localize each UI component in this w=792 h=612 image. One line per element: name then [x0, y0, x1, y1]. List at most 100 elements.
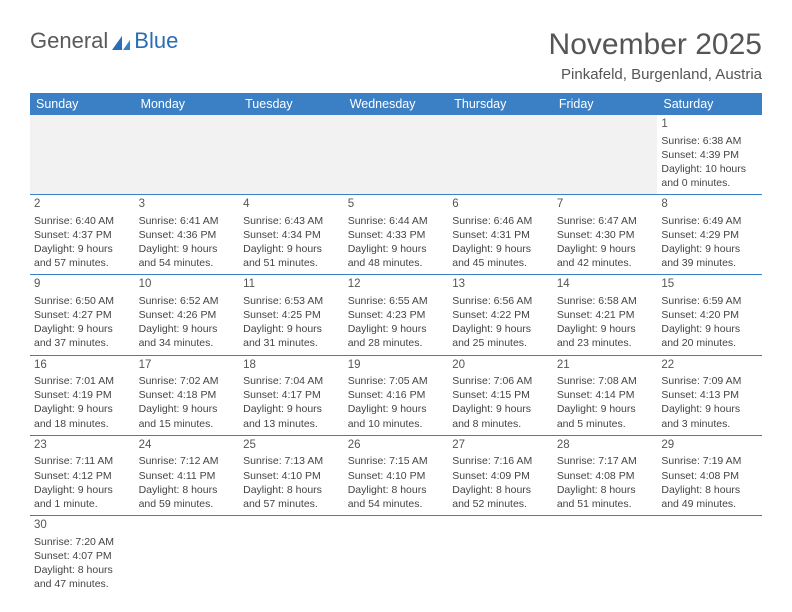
daylight-text-2: and 15 minutes.	[139, 417, 234, 431]
day-number: 13	[452, 277, 547, 293]
sunset-text: Sunset: 4:37 PM	[34, 228, 129, 242]
calendar-row: 1Sunrise: 6:38 AMSunset: 4:39 PMDaylight…	[30, 115, 762, 195]
day-number: 30	[34, 518, 129, 534]
day-cell: 1Sunrise: 6:38 AMSunset: 4:39 PMDaylight…	[657, 115, 762, 195]
daylight-text-1: Daylight: 9 hours	[139, 242, 234, 256]
sunrise-text: Sunrise: 7:20 AM	[34, 535, 129, 549]
sunset-text: Sunset: 4:22 PM	[452, 308, 547, 322]
day-cell: 21Sunrise: 7:08 AMSunset: 4:14 PMDayligh…	[553, 355, 658, 435]
day-cell: 11Sunrise: 6:53 AMSunset: 4:25 PMDayligh…	[239, 275, 344, 355]
sunrise-text: Sunrise: 6:46 AM	[452, 214, 547, 228]
sunrise-text: Sunrise: 7:19 AM	[661, 454, 756, 468]
daylight-text-2: and 51 minutes.	[557, 497, 652, 511]
daylight-text-2: and 0 minutes.	[661, 176, 756, 190]
daylight-text-1: Daylight: 9 hours	[348, 322, 443, 336]
daylight-text-1: Daylight: 8 hours	[139, 483, 234, 497]
daylight-text-2: and 45 minutes.	[452, 256, 547, 270]
sunrise-text: Sunrise: 6:49 AM	[661, 214, 756, 228]
sunset-text: Sunset: 4:11 PM	[139, 469, 234, 483]
day-cell: 25Sunrise: 7:13 AMSunset: 4:10 PMDayligh…	[239, 435, 344, 515]
sunset-text: Sunset: 4:10 PM	[243, 469, 338, 483]
sunrise-text: Sunrise: 7:09 AM	[661, 374, 756, 388]
sunrise-text: Sunrise: 7:08 AM	[557, 374, 652, 388]
sunset-text: Sunset: 4:16 PM	[348, 388, 443, 402]
sunrise-text: Sunrise: 7:17 AM	[557, 454, 652, 468]
empty-cell	[553, 115, 658, 195]
daylight-text-2: and 48 minutes.	[348, 256, 443, 270]
day-number: 26	[348, 438, 443, 454]
sunrise-text: Sunrise: 6:44 AM	[348, 214, 443, 228]
dow-fri: Friday	[553, 93, 658, 115]
sunrise-text: Sunrise: 6:38 AM	[661, 134, 756, 148]
daylight-text-1: Daylight: 9 hours	[34, 402, 129, 416]
sunset-text: Sunset: 4:12 PM	[34, 469, 129, 483]
sunset-text: Sunset: 4:39 PM	[661, 148, 756, 162]
day-cell: 22Sunrise: 7:09 AMSunset: 4:13 PMDayligh…	[657, 355, 762, 435]
sunset-text: Sunset: 4:14 PM	[557, 388, 652, 402]
sunrise-text: Sunrise: 7:01 AM	[34, 374, 129, 388]
daylight-text-1: Daylight: 8 hours	[557, 483, 652, 497]
day-cell: 15Sunrise: 6:59 AMSunset: 4:20 PMDayligh…	[657, 275, 762, 355]
sunrise-text: Sunrise: 6:52 AM	[139, 294, 234, 308]
day-cell: 7Sunrise: 6:47 AMSunset: 4:30 PMDaylight…	[553, 195, 658, 275]
day-number: 11	[243, 277, 338, 293]
day-number: 25	[243, 438, 338, 454]
daylight-text-2: and 54 minutes.	[348, 497, 443, 511]
daylight-text-1: Daylight: 9 hours	[348, 402, 443, 416]
sunset-text: Sunset: 4:33 PM	[348, 228, 443, 242]
day-cell: 4Sunrise: 6:43 AMSunset: 4:34 PMDaylight…	[239, 195, 344, 275]
day-cell: 3Sunrise: 6:41 AMSunset: 4:36 PMDaylight…	[135, 195, 240, 275]
day-cell: 9Sunrise: 6:50 AMSunset: 4:27 PMDaylight…	[30, 275, 135, 355]
sunset-text: Sunset: 4:15 PM	[452, 388, 547, 402]
sunrise-text: Sunrise: 6:53 AM	[243, 294, 338, 308]
day-cell: 23Sunrise: 7:11 AMSunset: 4:12 PMDayligh…	[30, 435, 135, 515]
sunset-text: Sunset: 4:10 PM	[348, 469, 443, 483]
daylight-text-1: Daylight: 9 hours	[348, 242, 443, 256]
daylight-text-1: Daylight: 9 hours	[661, 402, 756, 416]
daylight-text-2: and 57 minutes.	[243, 497, 338, 511]
day-cell: 24Sunrise: 7:12 AMSunset: 4:11 PMDayligh…	[135, 435, 240, 515]
day-number: 2	[34, 197, 129, 213]
daylight-text-2: and 13 minutes.	[243, 417, 338, 431]
sunrise-text: Sunrise: 7:05 AM	[348, 374, 443, 388]
daylight-text-2: and 1 minute.	[34, 497, 129, 511]
daylight-text-1: Daylight: 8 hours	[348, 483, 443, 497]
day-number: 6	[452, 197, 547, 213]
calendar-row: 9Sunrise: 6:50 AMSunset: 4:27 PMDaylight…	[30, 275, 762, 355]
daylight-text-1: Daylight: 10 hours	[661, 162, 756, 176]
daylight-text-2: and 25 minutes.	[452, 336, 547, 350]
day-number: 16	[34, 358, 129, 374]
sunset-text: Sunset: 4:27 PM	[34, 308, 129, 322]
daylight-text-1: Daylight: 9 hours	[243, 242, 338, 256]
sunset-text: Sunset: 4:31 PM	[452, 228, 547, 242]
sunrise-text: Sunrise: 7:02 AM	[139, 374, 234, 388]
sunrise-text: Sunrise: 7:15 AM	[348, 454, 443, 468]
day-cell: 8Sunrise: 6:49 AMSunset: 4:29 PMDaylight…	[657, 195, 762, 275]
daylight-text-1: Daylight: 9 hours	[557, 402, 652, 416]
daylight-text-2: and 49 minutes.	[661, 497, 756, 511]
logo-sail-icon	[110, 32, 132, 50]
sunset-text: Sunset: 4:08 PM	[557, 469, 652, 483]
dow-sat: Saturday	[657, 93, 762, 115]
day-cell: 12Sunrise: 6:55 AMSunset: 4:23 PMDayligh…	[344, 275, 449, 355]
daylight-text-2: and 10 minutes.	[348, 417, 443, 431]
daylight-text-1: Daylight: 9 hours	[452, 322, 547, 336]
empty-cell	[553, 516, 658, 596]
day-number: 8	[661, 197, 756, 213]
location-label: Pinkafeld, Burgenland, Austria	[549, 66, 762, 83]
sunrise-text: Sunrise: 7:04 AM	[243, 374, 338, 388]
day-number: 7	[557, 197, 652, 213]
day-cell: 19Sunrise: 7:05 AMSunset: 4:16 PMDayligh…	[344, 355, 449, 435]
empty-cell	[239, 516, 344, 596]
daylight-text-1: Daylight: 8 hours	[243, 483, 338, 497]
month-title: November 2025	[549, 28, 762, 62]
dow-wed: Wednesday	[344, 93, 449, 115]
empty-cell	[344, 516, 449, 596]
sunset-text: Sunset: 4:08 PM	[661, 469, 756, 483]
sunrise-text: Sunrise: 7:16 AM	[452, 454, 547, 468]
sunset-text: Sunset: 4:36 PM	[139, 228, 234, 242]
empty-cell	[448, 115, 553, 195]
empty-cell	[344, 115, 449, 195]
sunrise-text: Sunrise: 6:59 AM	[661, 294, 756, 308]
empty-cell	[30, 115, 135, 195]
